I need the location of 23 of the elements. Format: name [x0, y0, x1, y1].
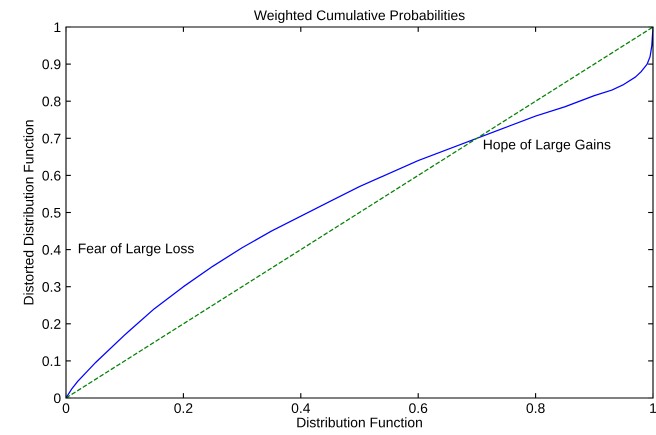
x-tick-label: 0 [62, 403, 70, 414]
x-tick-label: 0.4 [292, 403, 310, 414]
y-tick-label: 0.3 [42, 282, 61, 292]
y-tick-label: 0.6 [42, 170, 61, 181]
line-series [66, 27, 653, 398]
annotation: Fear of Large Loss [78, 243, 194, 256]
y-tick-label: 0.1 [42, 356, 60, 366]
x-tick-label: 1 [650, 403, 656, 413]
y-tick-label: 0 [54, 393, 61, 404]
x-axis-title: Distribution Function [297, 417, 422, 428]
chart-title: Weighted Cumulative Probabilities [254, 10, 465, 23]
y-tick-label: 0.8 [42, 96, 61, 106]
y-tick-label: 0.5 [42, 208, 61, 218]
y-tick-label: 0.2 [42, 319, 60, 329]
annotation: Hope of Large Gains [484, 139, 610, 152]
y-tick-label: 0.7 [42, 134, 60, 144]
y-tick-label: 0.4 [42, 244, 61, 255]
x-tick-label: 0.2 [174, 403, 192, 414]
y-tick-label: 1 [54, 22, 60, 32]
x-tick-label: 0.8 [526, 403, 545, 414]
x-tick-label: 0.6 [409, 403, 428, 414]
y-axis-title: Distorted Distribution Function [23, 120, 34, 304]
y-tick-label: 0.9 [42, 59, 60, 70]
